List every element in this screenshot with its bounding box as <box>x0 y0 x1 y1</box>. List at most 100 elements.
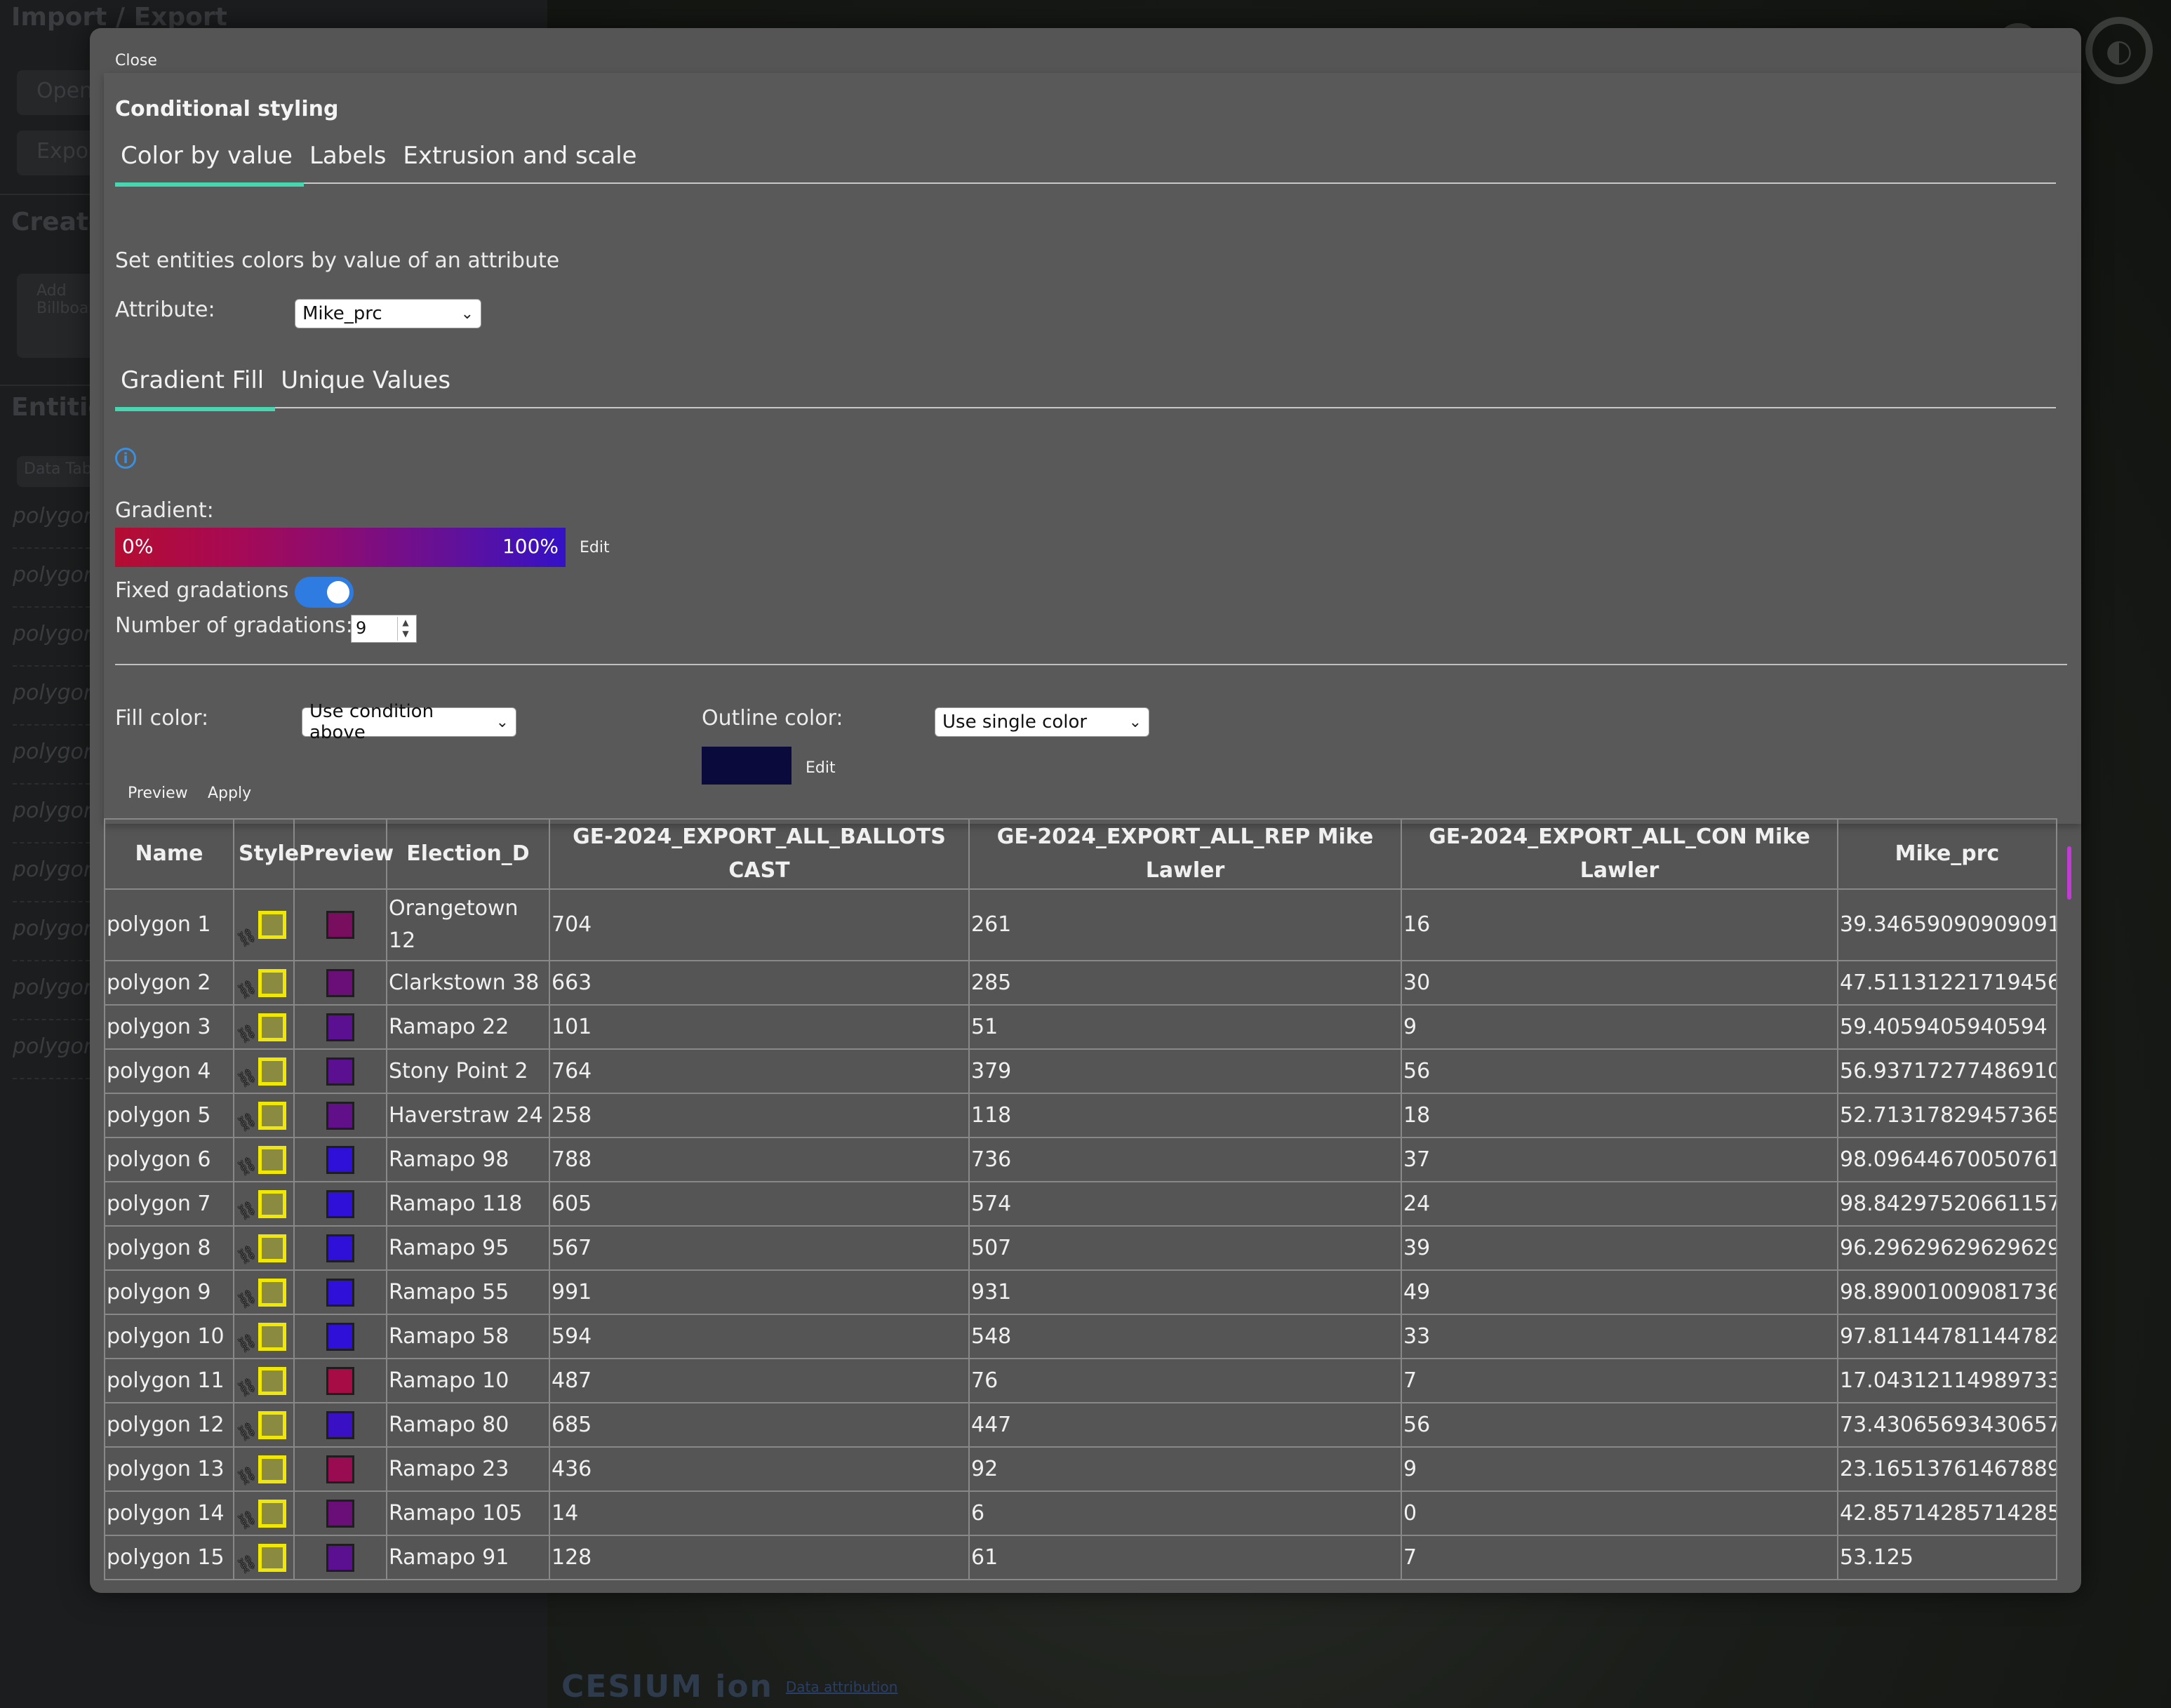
preview-swatch <box>326 968 354 997</box>
edit-outline-color-button[interactable]: Edit <box>806 759 836 777</box>
table-row[interactable]: polygon 9 ⛓ Ramapo 55 991 931 49 98.8900100908… <box>104 1269 2057 1315</box>
column-header-ballots[interactable]: GE-2024_EXPORT_ALL_BALLOTS CAST <box>549 818 970 890</box>
cesium-logo: CESIUM ion <box>561 1669 773 1704</box>
gradations-stepper[interactable]: 9 ▲ ▼ <box>351 615 417 643</box>
table-row[interactable]: polygon 7 ⛓ Ramapo 118 605 574 24 98.842975206… <box>104 1181 2057 1227</box>
link-icon[interactable]: ⛓ <box>234 1419 260 1445</box>
cell-name: polygon 9 <box>104 1269 234 1315</box>
sidebar-entity-item[interactable]: polygon <box>13 668 97 726</box>
cell-ballots: 258 <box>549 1093 970 1138</box>
link-icon[interactable]: ⛓ <box>234 1109 260 1135</box>
table-row[interactable]: polygon 12 ⛓ Ramapo 80 685 447 56 73.430656934… <box>104 1402 2057 1448</box>
gradient-start-label: 0% <box>122 535 154 558</box>
link-icon[interactable]: ⛓ <box>234 1330 260 1356</box>
link-icon[interactable]: ⛓ <box>234 1286 260 1312</box>
outline-color-swatch[interactable] <box>702 747 791 785</box>
style-swatch[interactable] <box>258 1543 286 1572</box>
table-row[interactable]: polygon 14 ⛓ Ramapo 105 14 6 0 42.857142857142… <box>104 1490 2057 1536</box>
cell-style: ⛓ <box>233 1004 295 1050</box>
sidebar-entity-item[interactable]: polygon <box>13 1022 97 1079</box>
edit-gradient-button[interactable]: Edit <box>580 539 610 556</box>
style-swatch[interactable] <box>258 1057 286 1086</box>
tab-gradient-fill[interactable]: Gradient Fill <box>115 356 276 411</box>
link-icon[interactable]: ⛓ <box>234 977 260 1003</box>
preview-swatch <box>326 1499 354 1528</box>
link-icon[interactable]: ⛓ <box>234 1463 260 1489</box>
link-icon[interactable]: ⛓ <box>234 1065 260 1091</box>
style-swatch[interactable] <box>258 1410 286 1439</box>
link-icon[interactable]: ⛓ <box>234 1021 260 1047</box>
tab-color-by-value[interactable]: Color by value <box>115 132 304 187</box>
fixed-gradations-toggle[interactable] <box>295 577 354 608</box>
info-icon[interactable]: i <box>115 448 136 469</box>
link-icon[interactable]: ⛓ <box>234 1242 260 1268</box>
style-swatch[interactable] <box>258 1145 286 1174</box>
gradient-bar[interactable]: 0% 100% <box>115 528 566 567</box>
sidebar-entity-item[interactable]: polygon <box>13 491 97 549</box>
cell-preview <box>293 1446 387 1492</box>
tab-labels[interactable]: Labels <box>309 142 387 170</box>
style-swatch[interactable] <box>258 1499 286 1528</box>
table-row[interactable]: polygon 8 ⛓ Ramapo 95 567 507 39 96.2962962962… <box>104 1225 2057 1271</box>
sidebar-entity-item[interactable]: polygon <box>13 786 97 843</box>
style-swatch[interactable] <box>258 1189 286 1218</box>
column-header-rep[interactable]: GE-2024_EXPORT_ALL_REP Mike Lawler <box>968 818 1402 890</box>
link-icon[interactable]: ⛓ <box>234 1552 260 1577</box>
table-row[interactable]: polygon 13 ⛓ Ramapo 23 436 92 9 23.16513761467… <box>104 1446 2057 1492</box>
cell-name: polygon 2 <box>104 960 234 1006</box>
sidebar-entity-item[interactable]: polygon <box>13 727 97 785</box>
preview-swatch <box>326 1455 354 1483</box>
scrollbar-thumb[interactable] <box>2067 846 2071 900</box>
link-icon[interactable]: ⛓ <box>234 1375 260 1401</box>
attribute-select[interactable]: Mike_prc ⌄ <box>295 299 481 328</box>
style-swatch[interactable] <box>258 1234 286 1262</box>
style-swatch[interactable] <box>258 1013 286 1041</box>
style-swatch[interactable] <box>258 1366 286 1395</box>
table-row[interactable]: polygon 10 ⛓ Ramapo 58 594 548 33 97.811447811… <box>104 1314 2057 1359</box>
style-swatch[interactable] <box>258 1455 286 1483</box>
style-swatch[interactable] <box>258 1101 286 1130</box>
data-attribution-link[interactable]: Data attribution <box>785 1678 898 1695</box>
cell-name: polygon 1 <box>104 888 234 961</box>
globe-icon[interactable]: ◐ <box>2085 17 2153 84</box>
sidebar-entity-item[interactable]: polygon <box>13 904 97 961</box>
style-swatch[interactable] <box>258 968 286 997</box>
sidebar-entity-item[interactable]: polygon <box>13 845 97 902</box>
column-header-style[interactable]: Style <box>233 818 299 890</box>
sidebar-entity-item[interactable]: polygon <box>13 963 97 1020</box>
outline-color-select[interactable]: Use single color ⌄ <box>935 707 1149 737</box>
apply-button[interactable]: Apply <box>208 785 252 802</box>
preview-swatch <box>326 1101 354 1130</box>
tab-extrusion-and-scale[interactable]: Extrusion and scale <box>403 142 637 170</box>
column-header-name[interactable]: Name <box>104 818 234 890</box>
link-icon[interactable]: ⛓ <box>234 1198 260 1224</box>
cell-election: Ramapo 95 <box>386 1225 550 1271</box>
stepper-arrows-icon[interactable]: ▲ ▼ <box>397 617 413 641</box>
preview-button[interactable]: Preview <box>128 785 188 802</box>
table-row[interactable]: polygon 2 ⛓ Clarkstown 38 663 285 30 47.511312… <box>104 960 2057 1006</box>
sidebar-entity-item[interactable]: polygon <box>13 609 97 667</box>
table-row[interactable]: polygon 15 ⛓ Ramapo 91 128 61 7 53.125 <box>104 1535 2057 1580</box>
table-row[interactable]: polygon 3 ⛓ Ramapo 22 101 51 9 59.405940594059… <box>104 1004 2057 1050</box>
link-icon[interactable]: ⛓ <box>234 1507 260 1533</box>
table-row[interactable]: polygon 5 ⛓ Haverstraw 24 258 118 18 52.713178… <box>104 1093 2057 1138</box>
close-button[interactable]: Close <box>115 52 157 69</box>
table-row[interactable]: polygon 4 ⛓ Stony Point 2 764 379 56 56.937172… <box>104 1048 2057 1094</box>
link-icon[interactable]: ⛓ <box>234 1154 260 1180</box>
style-swatch[interactable] <box>258 1322 286 1351</box>
column-header-prc[interactable]: Mike_prc <box>1837 818 2057 890</box>
column-header-election[interactable]: Election_D <box>386 818 550 890</box>
tab-unique-values[interactable]: Unique Values <box>281 366 451 394</box>
data-table-container[interactable]: Name Style Preview Election_D GE-2024_EX… <box>104 818 2062 1582</box>
table-row[interactable]: polygon 1 ⛓ Orangetown 12 704 261 16 39.346590… <box>104 888 2057 961</box>
style-swatch[interactable] <box>258 911 286 939</box>
fill-color-select[interactable]: Use condition above ⌄ <box>302 701 516 743</box>
column-header-preview[interactable]: Preview <box>293 818 394 890</box>
column-header-con[interactable]: GE-2024_EXPORT_ALL_CON Mike Lawler <box>1401 818 1838 890</box>
cell-prc: 56.937172774869104 <box>1837 1048 2057 1094</box>
cell-ballots: 594 <box>549 1314 970 1359</box>
sidebar-entity-item[interactable]: polygon <box>13 550 97 608</box>
table-row[interactable]: polygon 11 ⛓ Ramapo 10 487 76 7 17.04312114989… <box>104 1358 2057 1403</box>
style-swatch[interactable] <box>258 1278 286 1307</box>
table-row[interactable]: polygon 6 ⛓ Ramapo 98 788 736 37 98.0964467005… <box>104 1137 2057 1182</box>
